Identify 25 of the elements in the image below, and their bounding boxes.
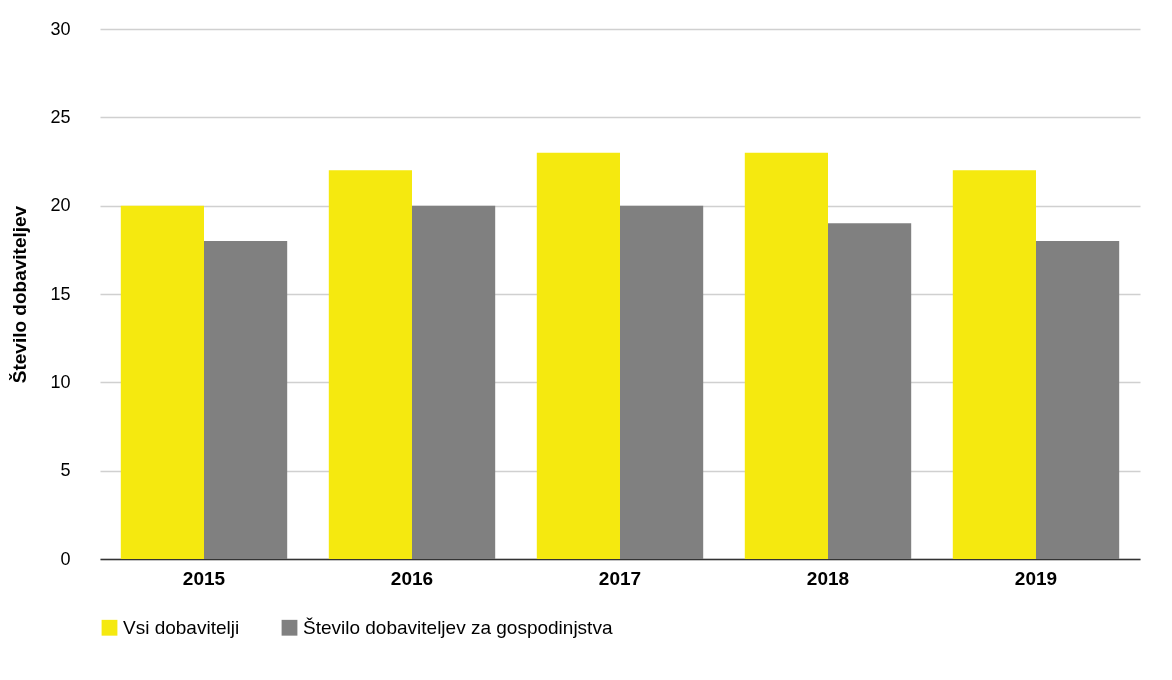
- bar: [620, 205, 704, 559]
- x-tick-label: 2015: [182, 567, 226, 589]
- bar: [1036, 241, 1120, 559]
- bar: [952, 170, 1036, 559]
- bar: [328, 170, 412, 559]
- x-tick-label: 2018: [806, 567, 850, 589]
- x-tick-label: 2017: [598, 567, 642, 589]
- bar: [120, 205, 204, 559]
- bar: [536, 152, 620, 559]
- bar: [412, 205, 496, 559]
- x-tick-label: 2016: [390, 567, 434, 589]
- y-tick-label: 5: [60, 460, 71, 481]
- y-tick-label: 15: [50, 283, 71, 304]
- x-tick-label: 2019: [1014, 567, 1058, 589]
- y-tick-label: 0: [60, 548, 71, 569]
- y-tick-label: 20: [50, 195, 71, 216]
- legend-label: Število dobaviteljev za gospodinjstva: [303, 616, 613, 638]
- bar: [828, 223, 912, 559]
- y-axis-title: Število dobaviteljev: [9, 205, 31, 384]
- y-tick-label: 25: [50, 106, 71, 127]
- bar: [744, 152, 828, 559]
- y-tick-label: 30: [50, 18, 71, 39]
- bar: [204, 241, 288, 559]
- y-tick-label: 10: [50, 371, 71, 392]
- legend-label: Vsi dobavitelji: [123, 616, 240, 638]
